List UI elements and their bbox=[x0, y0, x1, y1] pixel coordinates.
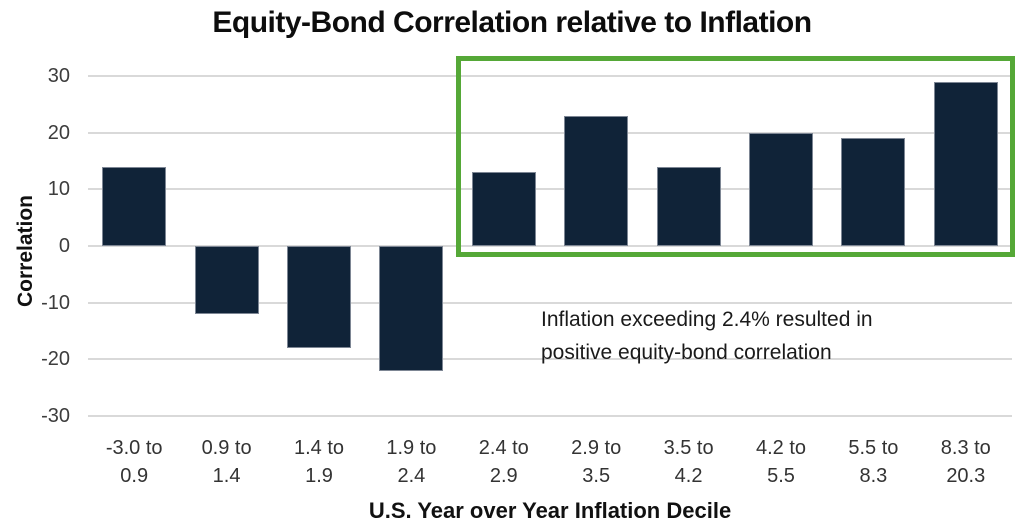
x-tick-label: 1.4 to 1.9 bbox=[293, 437, 345, 487]
y-tick-label: 20 bbox=[47, 121, 70, 144]
y-tick-label: 30 bbox=[47, 65, 70, 87]
bar-8.3-to-20.3 bbox=[933, 81, 998, 246]
x-tick-label: 8.3 to 20.3 bbox=[940, 437, 991, 487]
gridline bbox=[88, 75, 1012, 77]
bar-1.4-to-1.9 bbox=[287, 246, 351, 348]
y-tick-label: 0 bbox=[58, 235, 70, 257]
x-tick-label: 5.5 to 8.3 bbox=[848, 437, 899, 487]
x-axis-title: U.S. Year over Year Inflation Decile bbox=[368, 498, 732, 523]
gridline bbox=[88, 245, 1012, 247]
y-tick-label: -10 bbox=[41, 291, 70, 314]
bar-4.2-to-5.5 bbox=[749, 132, 813, 246]
bar-1.9-to-2.4 bbox=[379, 246, 444, 371]
y-axis-labels: 30 20 10 0 -10 -20 -30 bbox=[0, 65, 70, 427]
annotation-text: Inflation exceeding 2.4% resulted in pos… bbox=[541, 308, 873, 364]
bar--3.0-to-0.9 bbox=[102, 166, 167, 246]
x-tick-label: 0.9 to 1.4 bbox=[201, 437, 252, 487]
x-tick-label: 2.4 to 2.9 bbox=[478, 437, 529, 487]
x-tick-label: 2.9 to 3.5 bbox=[571, 437, 622, 487]
chart-title: Equity-Bond Correlation relative to Infl… bbox=[212, 6, 812, 39]
gridline bbox=[88, 415, 1012, 417]
x-tick-label: -3.0 to 0.9 bbox=[105, 437, 163, 487]
bar-3.5-to-4.2 bbox=[656, 166, 721, 246]
plot-area bbox=[88, 56, 1015, 417]
x-tick-label: 4.2 to 5.5 bbox=[755, 437, 807, 487]
y-tick-label: -30 bbox=[41, 405, 70, 427]
x-tick-label: 3.5 to 4.2 bbox=[663, 437, 714, 487]
gridline bbox=[88, 131, 1012, 134]
highlight-box bbox=[455, 56, 1015, 257]
bar-0.9-to-1.4 bbox=[194, 246, 259, 314]
gridline bbox=[88, 358, 1012, 361]
y-tick-label: 10 bbox=[47, 178, 70, 201]
bar-2.4-to-2.9 bbox=[471, 172, 536, 246]
bar-5.5-to-8.3 bbox=[841, 138, 906, 246]
gridline bbox=[88, 301, 1012, 304]
x-axis-labels: -3.0 to 0.9 0.9 to 1.4 1.4 to 1.9 1.9 to 2.… bbox=[88, 434, 1012, 492]
bar-2.9-to-3.5 bbox=[564, 115, 629, 246]
y-tick-label: -20 bbox=[41, 348, 70, 371]
gridline bbox=[88, 188, 1012, 191]
x-tick-label: 1.9 to 2.4 bbox=[386, 437, 437, 487]
